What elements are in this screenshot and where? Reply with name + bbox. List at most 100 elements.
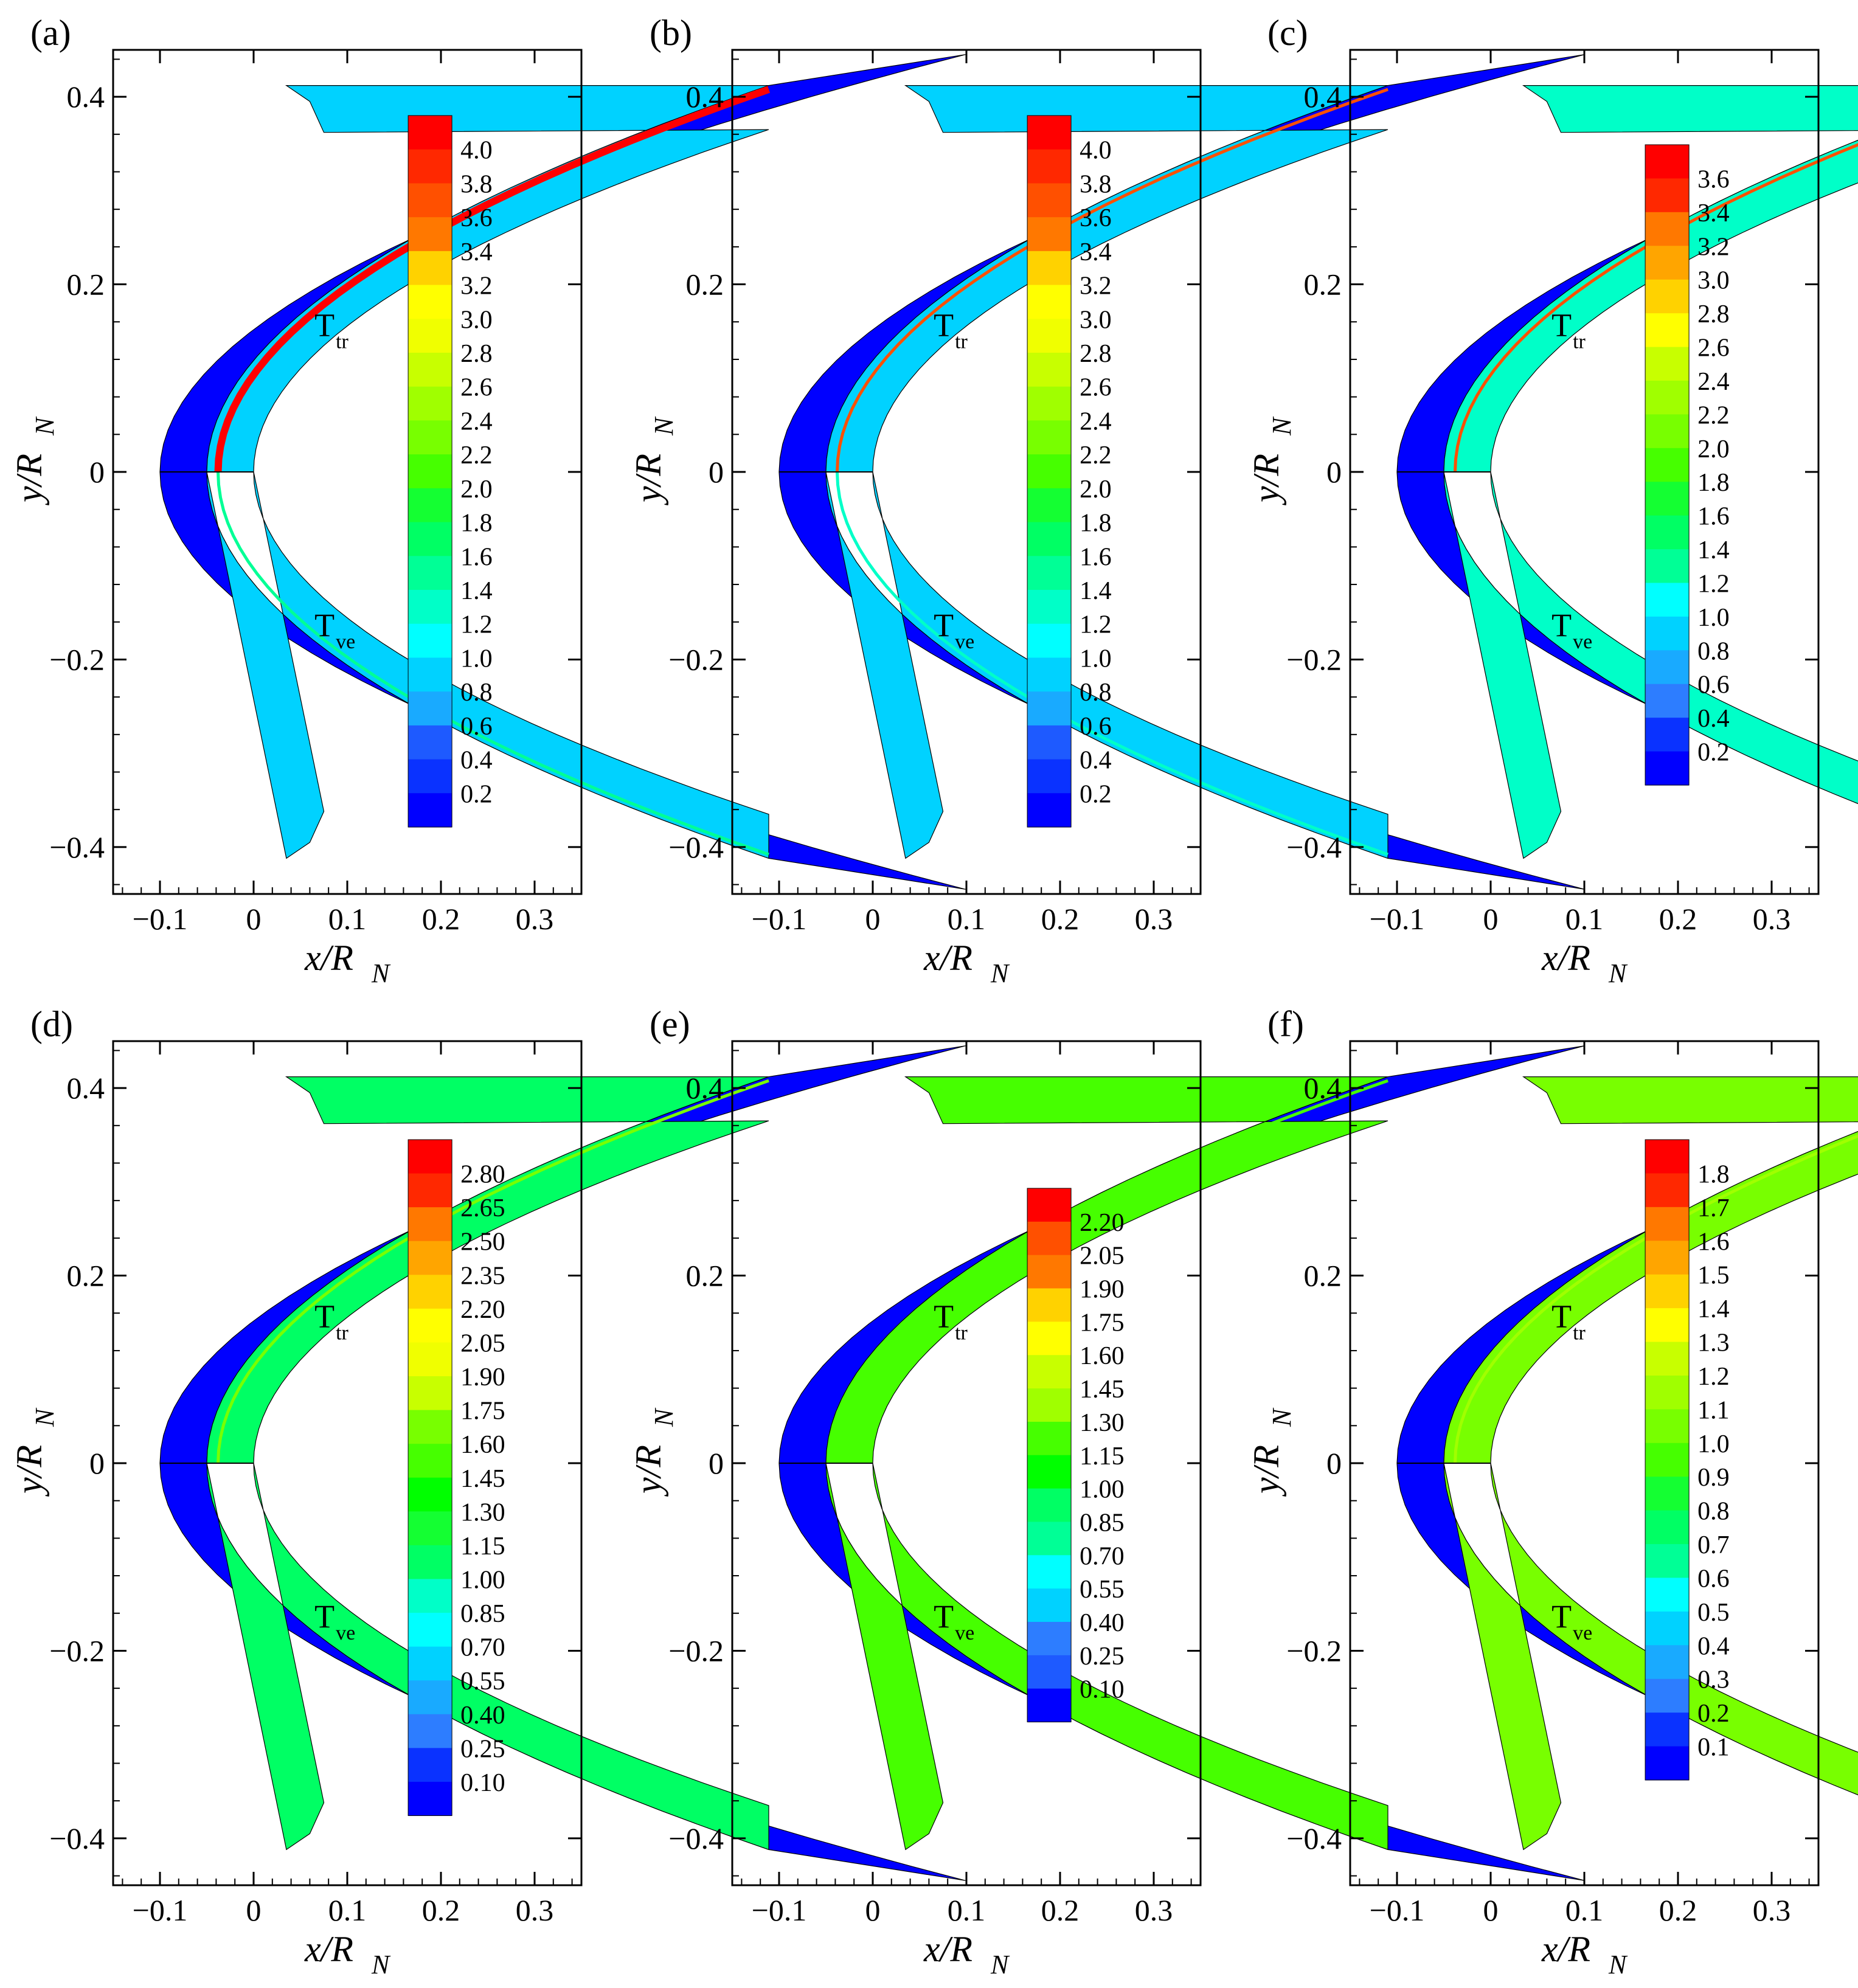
y-tick-label: 0 bbox=[1326, 1446, 1342, 1480]
colorbar-level bbox=[1645, 1645, 1690, 1680]
colorbar-tick-label: 1.6 bbox=[1697, 503, 1730, 531]
colorbar-level bbox=[1645, 212, 1690, 246]
x-tick-label: −0.1 bbox=[133, 902, 188, 936]
colorbar-tick-label: 1.30 bbox=[1080, 1409, 1125, 1437]
colorbar-level bbox=[1645, 1207, 1690, 1241]
y-tick-label: 0.2 bbox=[67, 1259, 105, 1293]
y-axis-title: y/R bbox=[9, 454, 49, 506]
y-axis-title: y/R bbox=[9, 1445, 49, 1497]
colorbar-level bbox=[408, 522, 452, 556]
colorbar-level bbox=[1027, 1321, 1072, 1356]
colorbar-tick-label: 2.2 bbox=[1697, 401, 1730, 429]
colorbar-tick-label: 0.8 bbox=[460, 679, 493, 707]
colorbar-level bbox=[1027, 793, 1072, 828]
colorbar-level bbox=[1645, 1241, 1690, 1275]
colorbar-level bbox=[1645, 583, 1690, 617]
y-tick-label: −0.2 bbox=[1286, 642, 1342, 676]
y-tick-label: 0.4 bbox=[686, 80, 724, 114]
tr-peak-band bbox=[217, 1079, 769, 1464]
colorbar-tick-label: 1.1 bbox=[1697, 1396, 1730, 1424]
colorbar-level bbox=[408, 1714, 452, 1748]
y-axis-title-group: y/R N bbox=[9, 1407, 60, 1497]
colorbar-tick-label: 1.3 bbox=[1697, 1329, 1730, 1357]
x-tick-label: 0.1 bbox=[1565, 902, 1604, 936]
colorbar-tick-label: 0.9 bbox=[1697, 1464, 1730, 1492]
y-tick-label: 0 bbox=[709, 1446, 724, 1480]
y-axis-title: y/R bbox=[628, 1445, 668, 1497]
y-tick-label: 0 bbox=[89, 1446, 105, 1480]
colorbar-level bbox=[1645, 1578, 1690, 1612]
colorbar-level bbox=[1645, 1140, 1690, 1174]
y-axis-title-group: y/R N bbox=[1246, 1407, 1297, 1497]
colorbar-tick-label: 0.2 bbox=[1697, 739, 1730, 767]
x-axis-title-subscript: N bbox=[990, 958, 1010, 988]
ve-label-subscript: ve bbox=[336, 1622, 355, 1644]
ve-shock-layer bbox=[825, 1463, 1388, 1851]
colorbar-level bbox=[1645, 515, 1690, 550]
colorbar-tick-label: 1.6 bbox=[1697, 1228, 1730, 1256]
colorbar-level bbox=[1027, 353, 1072, 387]
tr-shock-layer bbox=[206, 1076, 769, 1464]
x-axis-title: x/R bbox=[923, 1929, 972, 1969]
x-tick-label: 0.1 bbox=[948, 902, 986, 936]
colorbar-tick-label: 3.2 bbox=[460, 272, 493, 300]
colorbar-level bbox=[408, 386, 452, 421]
colorbar-level bbox=[408, 149, 452, 184]
y-tick-label: 0 bbox=[1326, 455, 1342, 489]
colorbar-level bbox=[1027, 691, 1072, 726]
x-tick-label: −0.1 bbox=[752, 1893, 807, 1927]
colorbar-level bbox=[1645, 313, 1690, 348]
colorbar-level bbox=[408, 1342, 452, 1377]
colorbar-tick-label: 0.6 bbox=[1697, 671, 1730, 699]
colorbar-tick-label: 0.2 bbox=[1080, 780, 1112, 808]
tr-shock-layer bbox=[825, 1076, 1388, 1464]
colorbar-level bbox=[408, 759, 452, 794]
colorbar-tick-label: 2.8 bbox=[1697, 300, 1730, 328]
colorbar-tick-label: 0.55 bbox=[460, 1668, 505, 1695]
panel-label: (d) bbox=[30, 1004, 73, 1044]
colorbar-tick-label: 1.15 bbox=[1080, 1443, 1125, 1470]
x-tick-label: 0.3 bbox=[1753, 1893, 1791, 1927]
colorbar-level bbox=[1645, 616, 1690, 651]
colorbar-tick-label: 1.60 bbox=[1080, 1342, 1125, 1370]
colorbar-level bbox=[408, 217, 452, 252]
colorbar-tick-label: 1.90 bbox=[460, 1363, 505, 1391]
colorbar-tick-label: 3.0 bbox=[1697, 267, 1730, 295]
y-tick-label: 0 bbox=[709, 455, 724, 489]
ve-label-subscript: ve bbox=[955, 631, 974, 653]
ve-label-subscript: ve bbox=[336, 631, 355, 653]
colorbar-level bbox=[1645, 1173, 1690, 1208]
x-tick-label: 0.1 bbox=[328, 902, 367, 936]
colorbar-frame bbox=[1645, 1139, 1690, 1781]
colorbar-level bbox=[408, 116, 452, 150]
colorbar-tick-label: 0.1 bbox=[1697, 1734, 1730, 1762]
colorbar-tick-label: 1.30 bbox=[460, 1498, 505, 1526]
colorbar-level bbox=[1027, 590, 1072, 625]
tr-label-subscript: tr bbox=[1573, 1321, 1586, 1344]
ve-label: T bbox=[934, 607, 954, 643]
colorbar-tick-label: 0.40 bbox=[460, 1702, 505, 1730]
y-axis-title: y/R bbox=[1246, 1445, 1286, 1497]
colorbar-tick-label: 1.00 bbox=[460, 1566, 505, 1594]
colorbar-tick-label: 3.8 bbox=[460, 170, 493, 198]
y-tick-label: −0.4 bbox=[668, 830, 724, 864]
colorbar-tick-label: 1.5 bbox=[1697, 1262, 1730, 1290]
colorbar-tick-label: 1.2 bbox=[460, 611, 493, 639]
colorbar-tick-label: 4.0 bbox=[1080, 137, 1112, 165]
colorbar-tick-label: 2.8 bbox=[1080, 340, 1112, 368]
colorbar-tick-label: 0.85 bbox=[1080, 1509, 1125, 1537]
tr-label-subscript: tr bbox=[955, 330, 968, 353]
colorbar-frame bbox=[1645, 144, 1690, 786]
colorbar-level bbox=[408, 657, 452, 692]
tr-label: T bbox=[1551, 1298, 1572, 1334]
colorbar-level bbox=[408, 1646, 452, 1681]
colorbar-tick-label: 0.3 bbox=[1697, 1666, 1730, 1694]
colorbar-tick-label: 1.4 bbox=[460, 577, 493, 605]
colorbar-level bbox=[408, 1275, 452, 1309]
y-tick-label: 0.4 bbox=[1304, 1071, 1342, 1105]
colorbar-level bbox=[1645, 751, 1690, 786]
colorbar-level bbox=[1027, 116, 1072, 150]
y-tick-label: −0.4 bbox=[49, 830, 105, 864]
colorbar-level bbox=[1645, 718, 1690, 752]
colorbar-tick-label: 2.20 bbox=[1080, 1209, 1125, 1237]
